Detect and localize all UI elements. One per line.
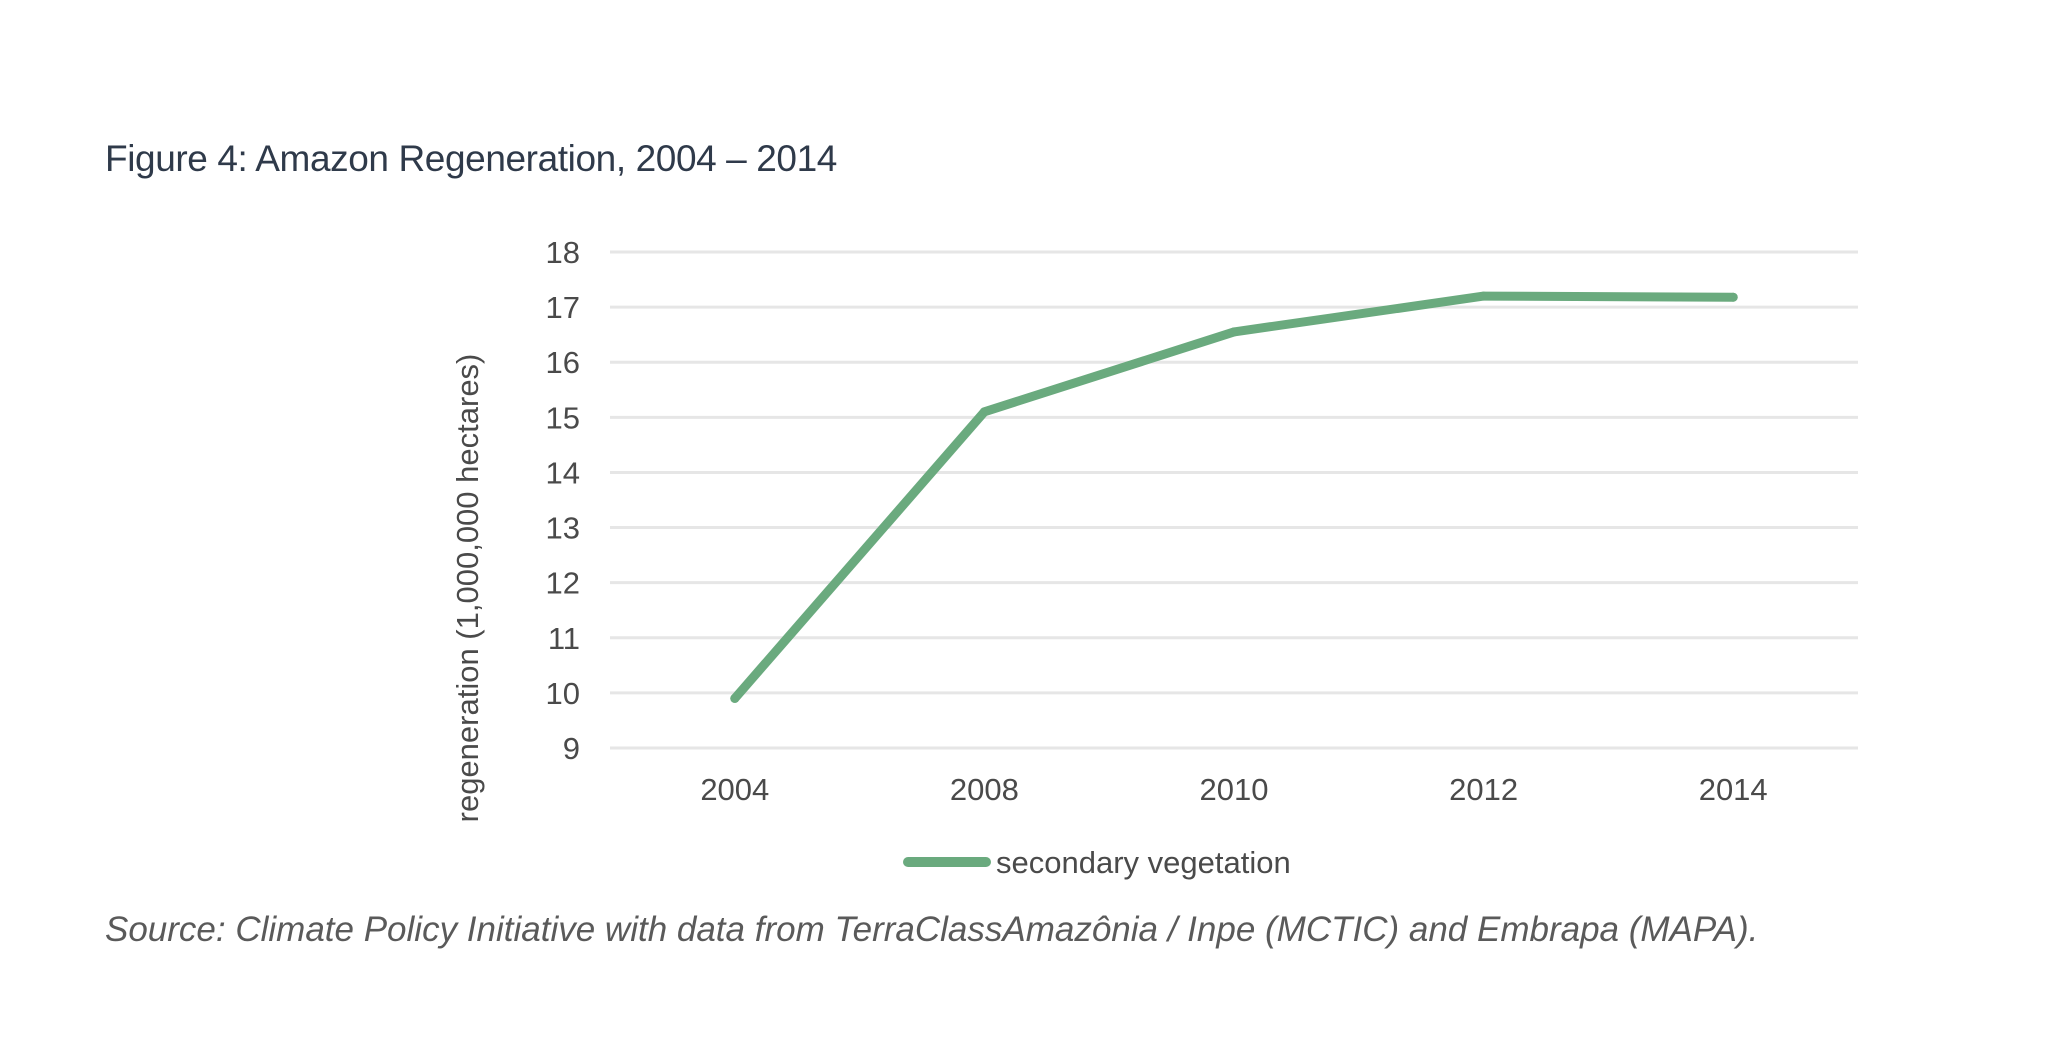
y-tick-label: 14 [546, 455, 580, 490]
x-tick-label: 2010 [1200, 772, 1269, 807]
figure-title: Figure 4: Amazon Regeneration, 2004 – 20… [105, 138, 837, 179]
y-tick-label: 17 [546, 290, 580, 325]
data-point [730, 693, 740, 703]
y-tick-label: 11 [548, 621, 580, 656]
gridlines [610, 250, 1858, 750]
y-tick-label: 16 [546, 345, 580, 380]
y-axis-tick-labels: 9 10 11 12 13 14 15 16 17 18 [546, 235, 580, 766]
x-tick-label: 2004 [700, 772, 769, 807]
data-point [979, 407, 989, 417]
series-lines [730, 291, 1738, 703]
data-point [1728, 292, 1738, 302]
y-tick-label: 12 [546, 566, 580, 601]
y-tick-label: 18 [546, 235, 580, 270]
x-tick-label: 2014 [1699, 772, 1768, 807]
legend-label: secondary vegetation [996, 845, 1291, 880]
source-note: Source: Climate Policy Initiative with d… [105, 910, 1759, 949]
y-tick-label: 10 [546, 676, 580, 711]
y-axis-title: regeneration (1,000,000 hectares) [450, 354, 485, 823]
y-tick-label: 15 [546, 400, 580, 435]
y-tick-label: 9 [563, 731, 580, 766]
x-axis-tick-labels: 2004 2008 2010 2012 2014 [700, 772, 1767, 807]
y-tick-label: 13 [546, 511, 580, 546]
legend: secondary vegetation [903, 845, 1291, 880]
data-point [1229, 327, 1239, 337]
x-tick-label: 2008 [950, 772, 1019, 807]
x-tick-label: 2012 [1449, 772, 1518, 807]
data-point [1479, 291, 1489, 301]
